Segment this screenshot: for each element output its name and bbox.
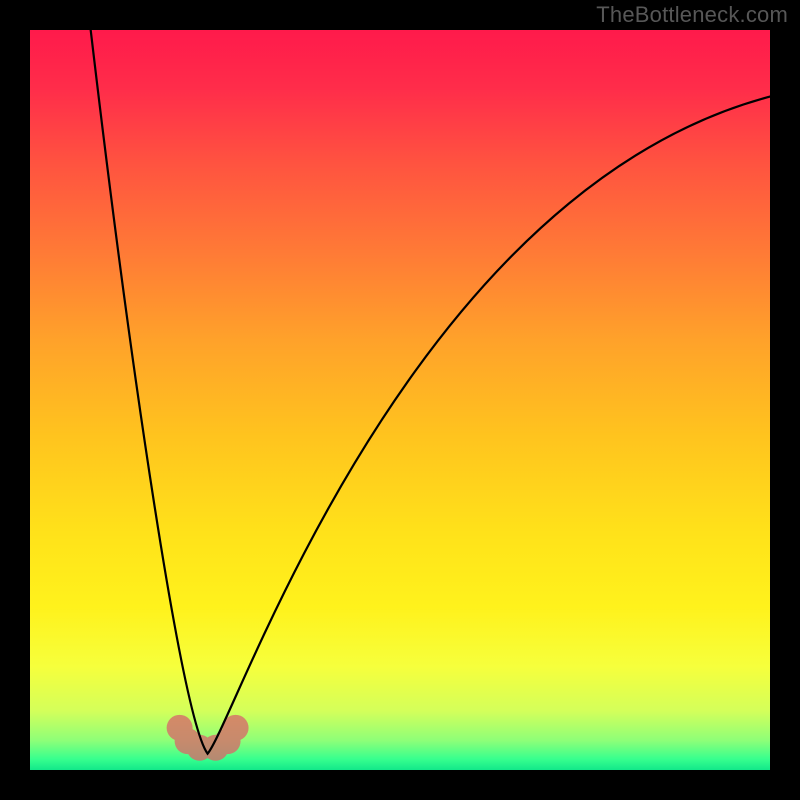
watermark-text: TheBottleneck.com bbox=[596, 2, 788, 28]
bottleneck-chart bbox=[0, 0, 800, 800]
chart-stage: TheBottleneck.com bbox=[0, 0, 800, 800]
